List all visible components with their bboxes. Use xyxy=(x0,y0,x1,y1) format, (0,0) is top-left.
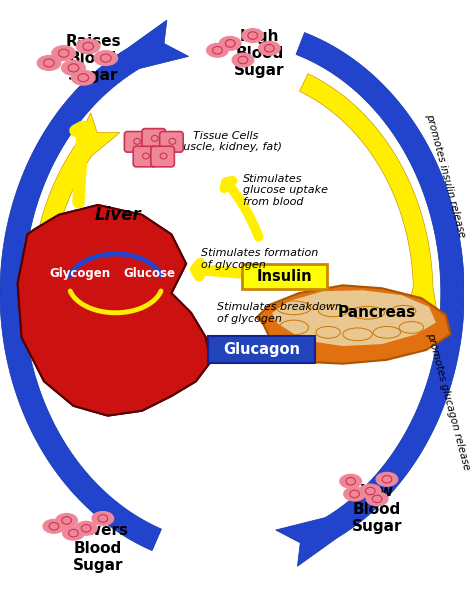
Ellipse shape xyxy=(344,487,365,501)
FancyBboxPatch shape xyxy=(208,336,315,363)
Text: Insulin: Insulin xyxy=(256,269,312,284)
Ellipse shape xyxy=(62,60,85,75)
Ellipse shape xyxy=(359,484,381,498)
Text: Glycogen: Glycogen xyxy=(50,267,111,280)
Ellipse shape xyxy=(207,43,228,57)
Ellipse shape xyxy=(43,519,64,533)
Text: Stimulates breakdown
of glycogen: Stimulates breakdown of glycogen xyxy=(218,302,342,324)
Ellipse shape xyxy=(219,37,241,50)
FancyBboxPatch shape xyxy=(133,147,157,167)
Text: promotes glucagon release: promotes glucagon release xyxy=(426,331,472,471)
Polygon shape xyxy=(272,290,436,346)
Text: Tissue Cells
(muscle, kidney, fat): Tissue Cells (muscle, kidney, fat) xyxy=(168,130,283,152)
Ellipse shape xyxy=(242,29,264,42)
Text: promotes insulin release: promotes insulin release xyxy=(424,113,467,239)
Ellipse shape xyxy=(52,46,75,60)
Polygon shape xyxy=(0,20,189,551)
Ellipse shape xyxy=(76,39,100,54)
Text: Lowers
Blood
Sugar: Lowers Blood Sugar xyxy=(67,523,128,573)
Polygon shape xyxy=(31,113,120,354)
Ellipse shape xyxy=(232,53,254,67)
Polygon shape xyxy=(18,205,210,415)
Ellipse shape xyxy=(75,522,97,535)
FancyBboxPatch shape xyxy=(151,147,174,167)
Text: Liver: Liver xyxy=(94,206,141,224)
Text: Glucagon: Glucagon xyxy=(223,343,300,358)
Ellipse shape xyxy=(259,42,280,55)
FancyBboxPatch shape xyxy=(142,128,165,149)
Text: Glucose: Glucose xyxy=(123,267,175,280)
Ellipse shape xyxy=(94,51,118,66)
FancyBboxPatch shape xyxy=(124,131,148,152)
Polygon shape xyxy=(256,285,451,364)
Polygon shape xyxy=(300,74,439,326)
FancyBboxPatch shape xyxy=(160,131,183,152)
FancyBboxPatch shape xyxy=(242,264,327,289)
Ellipse shape xyxy=(366,492,388,506)
Text: Pancreas: Pancreas xyxy=(338,305,416,320)
Ellipse shape xyxy=(63,526,84,540)
Text: Stimulates
glucose uptake
from blood: Stimulates glucose uptake from blood xyxy=(243,174,328,207)
Text: High
Blood
Sugar: High Blood Sugar xyxy=(234,29,285,78)
Text: Low
Blood
Sugar: Low Blood Sugar xyxy=(352,484,402,534)
Ellipse shape xyxy=(92,511,114,525)
Ellipse shape xyxy=(376,472,398,486)
Ellipse shape xyxy=(72,71,95,85)
Text: Stimulates formation
of glycogen: Stimulates formation of glycogen xyxy=(201,248,318,270)
Text: Raises
Blood
Sugar: Raises Blood Sugar xyxy=(65,34,121,83)
Ellipse shape xyxy=(17,19,447,567)
Polygon shape xyxy=(276,33,464,566)
Ellipse shape xyxy=(37,55,61,71)
Ellipse shape xyxy=(340,475,362,488)
Polygon shape xyxy=(18,205,210,415)
Ellipse shape xyxy=(56,514,77,527)
